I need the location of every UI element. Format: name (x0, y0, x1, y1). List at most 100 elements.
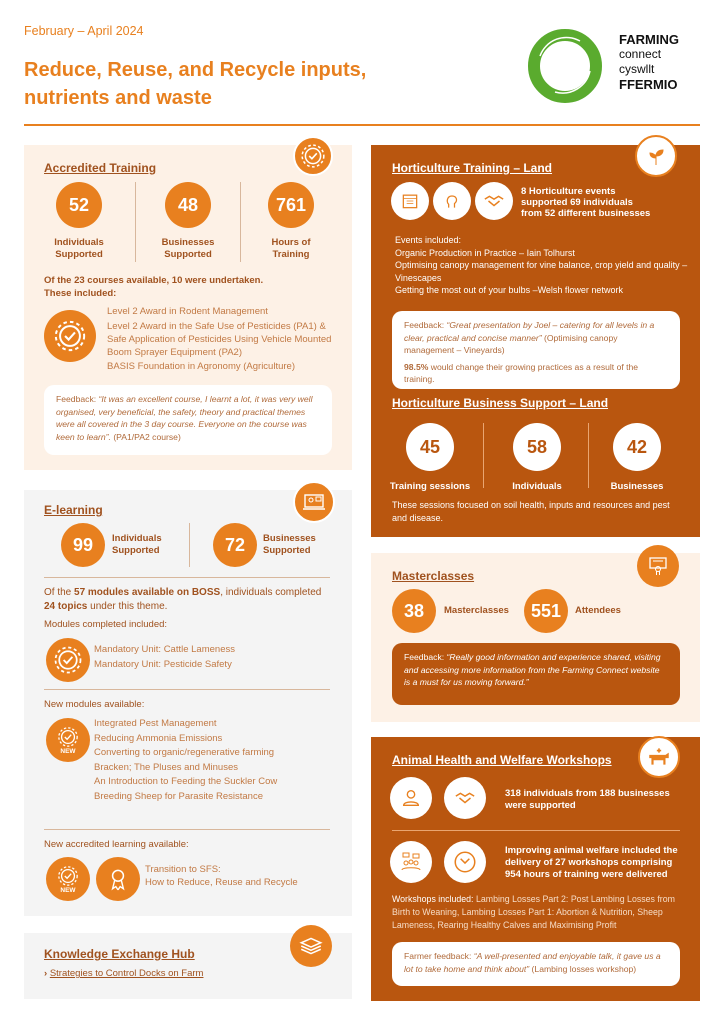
leaf-icon (635, 135, 677, 177)
title-line-2: nutrients and waste (24, 87, 212, 109)
feedback-box: Farmer feedback: “A well-presented and e… (392, 942, 680, 986)
divider (44, 577, 330, 578)
certificate-icon (637, 545, 679, 587)
completed-heading: Modules completed included: (44, 619, 168, 630)
stat-masterclasses: 38 (392, 589, 436, 633)
gear-check-icon (46, 638, 90, 682)
section-title: Knowledge Exchange Hub (44, 947, 195, 961)
keh-link[interactable]: › Strategies to Control Docks on Farm (44, 968, 204, 979)
stat-businesses: 72 (213, 523, 257, 567)
stat-individuals: 58 (513, 423, 561, 471)
list-item: Converting to organic/regenerative farmi… (94, 747, 275, 758)
award-rosette-icon (96, 857, 140, 901)
person-icon (390, 777, 432, 819)
stat-businesses: 48 (165, 182, 211, 228)
stat-hours: 761 (268, 182, 314, 228)
list-item: Mandatory Unit: Pesticide Safety (94, 658, 232, 670)
logo-text-1: FARMING (619, 32, 679, 47)
stat-individuals: 99 (61, 523, 105, 567)
stat-label: Masterclasses (444, 605, 509, 616)
logo-text-2: connect (619, 47, 662, 61)
sessions-description: These sessions focused on soil health, i… (392, 500, 670, 523)
handshake-icon (444, 777, 486, 819)
logo-text-3: cyswllt (619, 62, 655, 76)
head-icon (433, 182, 471, 220)
feedback-box: Feedback: “Really good information and e… (392, 643, 680, 705)
horticulture-panel: Horticulture Training – Land 8 Horticult… (371, 135, 700, 537)
stat-label: Individuals (512, 481, 562, 492)
stat-label: Businesses Supported (161, 237, 215, 260)
animal-summary-2: Improving animal welfare included the de… (505, 845, 678, 880)
stat-label: Hours of Training (271, 237, 311, 260)
section-title: Horticulture Business Support – Land (392, 396, 609, 410)
section-title: Masterclasses (392, 569, 475, 583)
elearning-panel: E-learning 99 Individuals Supported 72 Bu… (24, 481, 352, 916)
stat-label: Individuals Supported (54, 237, 104, 260)
list-item: Organic Production in Practice – Iain To… (395, 247, 575, 258)
list-item: BASIS Foundation in Agronomy (Agricultur… (107, 361, 295, 372)
stat-individuals: 52 (56, 182, 102, 228)
divider (44, 689, 330, 690)
divider (240, 182, 241, 262)
feedback-box: Feedback: “It was an excellent course, I… (44, 385, 332, 455)
list-item: Reducing Ammonia Emissions (94, 732, 223, 744)
list-item: Boom Sprayer Equipment (PA2) (107, 346, 242, 358)
stat-label: Training sessions (389, 481, 471, 492)
new-modules-list: Integrated Pest Management Reducing Ammon… (94, 717, 277, 804)
online-learning-icon (293, 481, 335, 523)
accredited-learning-item: Transition to SFS: How to Reduce, Reuse a… (145, 864, 298, 888)
calendar-icon (391, 182, 429, 220)
title-line-1: Reduce, Reuse, and Recycle inputs, (24, 59, 367, 81)
divider (44, 829, 330, 830)
logo-ring-icon (528, 29, 602, 103)
list-item: Mandatory Unit: Cattle Lameness (94, 644, 235, 655)
handshake-icon (475, 182, 513, 220)
feedback-box: Feedback: “Great presentation by Joel – … (392, 311, 680, 389)
divider (588, 423, 589, 488)
stat-label: Attendees (575, 605, 621, 616)
accredited-training-panel: Accredited Training 52 Individuals Suppor… (24, 136, 352, 470)
discussion-group-icon (390, 841, 432, 883)
divider (189, 523, 190, 567)
modules-summary: Of the 57 modules available on BOSS, ind… (44, 587, 322, 612)
section-title: Accredited Training (44, 161, 157, 175)
courses-summary: Of the 23 courses available, 10 were und… (44, 275, 264, 299)
stat-training-sessions: 45 (406, 423, 454, 471)
list-item: Integrated Pest Management (94, 718, 217, 729)
knowledge-exchange-hub-panel: Knowledge Exchange Hub › Strategies to C… (24, 925, 352, 999)
list-item: Breeding Sheep for Parasite Resistance (94, 790, 263, 802)
list-item: Level 2 Award in the Safe Use of Pestici… (107, 320, 326, 332)
divider (483, 423, 484, 488)
course-list: Level 2 Award in Rodent Management Level … (107, 305, 331, 375)
stat-label: Businesses (610, 481, 664, 492)
accredited-learning-heading: New accredited learning available: (44, 839, 189, 850)
header-divider (24, 124, 700, 126)
stat-label: Individuals Supported (112, 533, 162, 556)
gear-check-icon (44, 310, 96, 362)
events-list: Events included: Organic Production in Pr… (395, 234, 695, 297)
new-modules-heading: New modules available: (44, 699, 145, 710)
stat-label: Businesses Supported (263, 533, 316, 556)
layers-icon (290, 925, 332, 967)
section-title: Horticulture Training – Land (392, 161, 553, 175)
stat-businesses: 42 (613, 423, 661, 471)
logo-text-4: FFERMIO (619, 77, 678, 92)
section-title: Animal Health and Welfare Workshops (392, 753, 612, 767)
animal-health-panel: Animal Health and Welfare Workshops 318 … (371, 736, 700, 1001)
workshops-list: Workshops included: Lambing Losses Part … (392, 894, 675, 930)
divider (392, 830, 680, 831)
new-badge-icon: NEW (46, 718, 90, 762)
completed-list: Mandatory Unit: Cattle Lameness Mandatory… (94, 643, 235, 672)
chevron-right-icon: › (44, 968, 50, 979)
section-title: E-learning (44, 503, 103, 517)
list-item: Level 2 Award in Rodent Management (107, 306, 268, 317)
horticulture-summary: 8 Horticulture events supported 69 indivi… (521, 186, 651, 219)
divider (135, 182, 136, 262)
list-item: Optimising canopy management for vine ba… (395, 260, 688, 283)
page-title: Reduce, Reuse, and Recycle inputs, nutri… (24, 56, 366, 112)
list-item: An Introduction to Feeding the Suckler C… (94, 776, 278, 787)
new-badge-icon: NEW (46, 857, 90, 901)
list-item: Safe Application of Pesticides Using Veh… (107, 333, 332, 345)
cow-health-icon (638, 736, 680, 778)
stat-attendees: 551 (524, 589, 568, 633)
